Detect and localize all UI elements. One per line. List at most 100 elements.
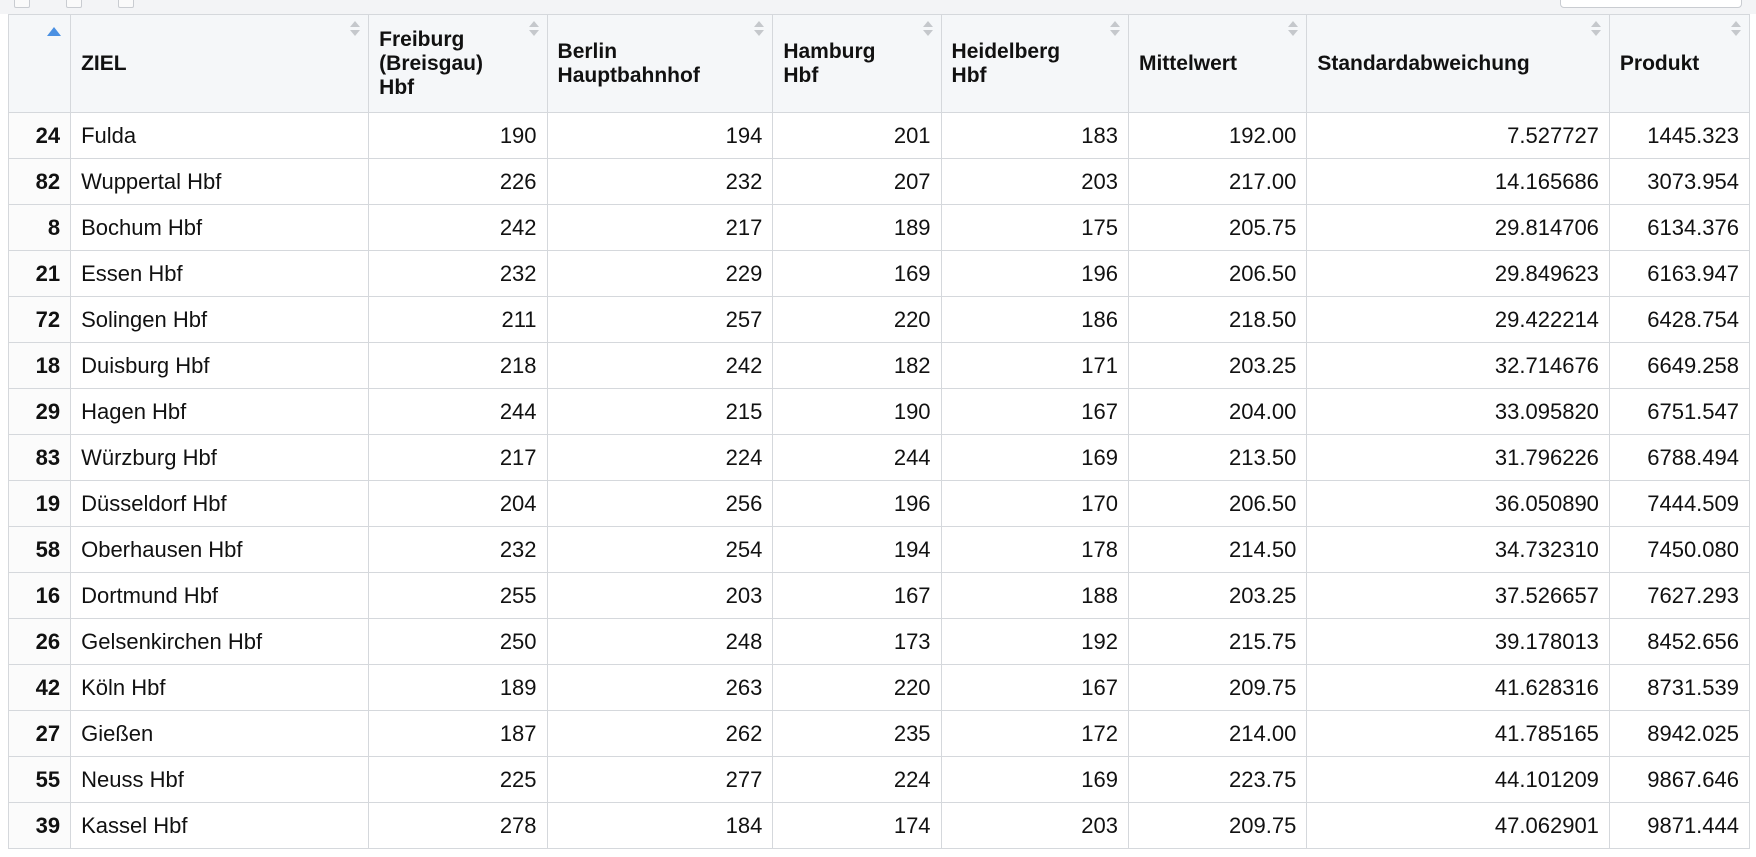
- cell-mittelwert: 215.75: [1127, 618, 1308, 665]
- cell-freiburg: 232: [368, 250, 548, 297]
- cell-ziel: Bochum Hbf: [70, 204, 370, 251]
- cell-heidelberg: 178: [940, 526, 1129, 573]
- column-header-label: ZIEL: [81, 51, 127, 75]
- cell-hamburg: 194: [772, 526, 942, 573]
- search-input[interactable]: [1560, 0, 1742, 8]
- sort-toggle-icon[interactable]: [754, 21, 765, 39]
- cell-berlin: 215: [546, 388, 774, 435]
- cell-std: 29.422214: [1306, 296, 1610, 343]
- cell-mittelwert: 217.00: [1127, 158, 1308, 205]
- cell-ziel: Köln Hbf: [70, 664, 370, 711]
- cell-std: 37.526657: [1306, 572, 1610, 619]
- cell-freiburg: 218: [368, 342, 548, 389]
- column-header-std[interactable]: Standardabweichung: [1306, 14, 1610, 113]
- cell-mittelwert: 206.50: [1127, 250, 1308, 297]
- sort-ascending-icon[interactable]: [47, 27, 61, 36]
- cell-berlin: 224: [546, 434, 774, 481]
- sort-toggle-icon[interactable]: [528, 21, 539, 39]
- table-row: 19 Düsseldorf Hbf 204 256 196 170 206.50 36.050…: [7, 480, 1751, 527]
- table-row: 18 Duisburg Hbf 218 242 182 171 203.25 32.71467…: [7, 342, 1751, 389]
- cell-produkt: 8731.539: [1608, 664, 1751, 711]
- column-header-mittelwert[interactable]: Mittelwert: [1127, 14, 1308, 113]
- column-header-produkt[interactable]: Produkt: [1608, 14, 1751, 113]
- cell-heidelberg: 196: [940, 250, 1129, 297]
- sort-toggle-icon[interactable]: [922, 21, 933, 39]
- cell-heidelberg: 183: [940, 112, 1129, 159]
- cell-hamburg: 196: [772, 480, 942, 527]
- cell-hamburg: 244: [772, 434, 942, 481]
- cell-ziel: Solingen Hbf: [70, 296, 370, 343]
- cell-mittelwert: 218.50: [1127, 296, 1308, 343]
- cell-ziel: Gießen: [70, 710, 370, 757]
- row-index-cell: 8: [7, 204, 72, 251]
- cell-berlin: 277: [546, 756, 774, 803]
- column-header-heidelberg[interactable]: Heidelberg Hbf: [940, 14, 1129, 113]
- cell-berlin: 242: [546, 342, 774, 389]
- table-row: 58 Oberhausen Hbf 232 254 194 178 214.50 34.732…: [7, 526, 1751, 573]
- cell-hamburg: 190: [772, 388, 942, 435]
- column-header-label: Standardabweichung: [1317, 51, 1530, 75]
- cell-mittelwert: 204.00: [1127, 388, 1308, 435]
- column-header-label: Freiburg (Breisgau) Hbf: [379, 27, 484, 99]
- sort-toggle-icon[interactable]: [1731, 21, 1741, 39]
- cell-produkt: 6788.494: [1608, 434, 1751, 481]
- cell-ziel: Neuss Hbf: [70, 756, 370, 803]
- cell-heidelberg: 169: [940, 434, 1129, 481]
- cell-heidelberg: 167: [940, 664, 1129, 711]
- cell-heidelberg: 167: [940, 388, 1129, 435]
- cell-produkt: 7450.080: [1608, 526, 1751, 573]
- filter-icon[interactable]: [118, 0, 134, 8]
- row-index-cell: 19: [7, 480, 72, 527]
- column-header-berlin[interactable]: Berlin Hauptbahnhof: [546, 14, 774, 113]
- cell-produkt: 6134.376: [1608, 204, 1751, 251]
- column-header-freiburg[interactable]: Freiburg (Breisgau) Hbf: [368, 14, 548, 113]
- column-header-label: Hamburg Hbf: [783, 39, 876, 87]
- cell-produkt: 8452.656: [1608, 618, 1751, 665]
- cell-std: 36.050890: [1306, 480, 1610, 527]
- table-row: 16 Dortmund Hbf 255 203 167 188 203.25 37.52665…: [7, 572, 1751, 619]
- cell-std: 44.101209: [1306, 756, 1610, 803]
- cell-heidelberg: 192: [940, 618, 1129, 665]
- table-row: 26 Gelsenkirchen Hbf 250 248 173 192 215.75 39.…: [7, 618, 1751, 665]
- cell-hamburg: 235: [772, 710, 942, 757]
- forward-arrow-icon[interactable]: [66, 0, 82, 8]
- cell-std: 29.814706: [1306, 204, 1610, 251]
- cell-hamburg: 173: [772, 618, 942, 665]
- cell-berlin: 217: [546, 204, 774, 251]
- cell-std: 41.628316: [1306, 664, 1610, 711]
- sort-toggle-icon[interactable]: [1590, 21, 1601, 39]
- cell-hamburg: 167: [772, 572, 942, 619]
- cell-berlin: 257: [546, 296, 774, 343]
- cell-berlin: 194: [546, 112, 774, 159]
- sort-toggle-icon[interactable]: [1288, 21, 1299, 39]
- column-header-label: Produkt: [1619, 51, 1700, 75]
- cell-berlin: 229: [546, 250, 774, 297]
- cell-ziel: Kassel Hbf: [70, 802, 370, 849]
- back-arrow-icon[interactable]: [14, 0, 30, 8]
- table-row: 55 Neuss Hbf 225 277 224 169 223.75 44.101209 98…: [7, 756, 1751, 803]
- cell-mittelwert: 203.25: [1127, 342, 1308, 389]
- column-header-ziel[interactable]: ZIEL: [70, 14, 370, 113]
- cell-std: 33.095820: [1306, 388, 1610, 435]
- cell-produkt: 7627.293: [1608, 572, 1751, 619]
- cell-freiburg: 204: [368, 480, 548, 527]
- cell-ziel: Fulda: [70, 112, 370, 159]
- cell-hamburg: 207: [772, 158, 942, 205]
- cell-heidelberg: 171: [940, 342, 1129, 389]
- cell-hamburg: 220: [772, 664, 942, 711]
- partial-row: [8, 848, 1750, 857]
- table-row: 39 Kassel Hbf 278 184 174 203 209.75 47.062901 9…: [7, 802, 1751, 849]
- cell-ziel: Düsseldorf Hbf: [70, 480, 370, 527]
- cell-freiburg: 189: [368, 664, 548, 711]
- row-index-cell: 58: [7, 526, 72, 573]
- cell-ziel: Gelsenkirchen Hbf: [70, 618, 370, 665]
- sort-toggle-icon[interactable]: [350, 21, 361, 39]
- cell-hamburg: 224: [772, 756, 942, 803]
- cell-freiburg: 190: [368, 112, 548, 159]
- cell-produkt: 9871.444: [1608, 802, 1751, 849]
- column-header-rownum[interactable]: [7, 14, 72, 113]
- cell-std: 32.714676: [1306, 342, 1610, 389]
- cell-produkt: 9867.646: [1608, 756, 1751, 803]
- sort-toggle-icon[interactable]: [1109, 21, 1120, 39]
- column-header-hamburg[interactable]: Hamburg Hbf: [772, 14, 942, 113]
